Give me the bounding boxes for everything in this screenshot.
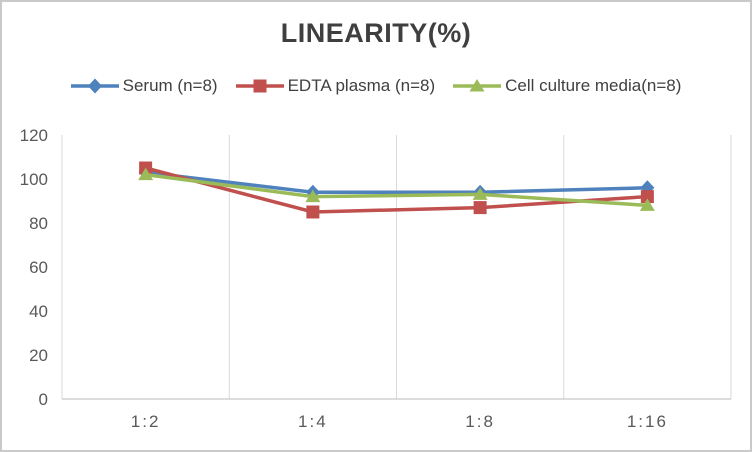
legend-marker-edta-plasma-n-8 bbox=[253, 79, 267, 93]
series-line-cell-culture-media-n-8 bbox=[145, 172, 648, 208]
y-tick-label: 80 bbox=[29, 214, 48, 233]
y-tick-label: 40 bbox=[29, 302, 48, 321]
diamond-legend-marker-icon bbox=[70, 78, 119, 94]
legend-item-edta-plasma-n-8: EDTA plasma (n=8) bbox=[235, 76, 436, 96]
legend-item-serum-n-8: Serum (n=8) bbox=[70, 76, 218, 96]
triangle-legend-marker-icon bbox=[453, 79, 502, 92]
marker-edta-plasma-n-8-1 bbox=[306, 205, 320, 219]
chart-title: LINEARITY(%) bbox=[280, 18, 472, 48]
marker-cell-culture-media-n-8-1 bbox=[305, 189, 321, 203]
marker-edta-plasma-n-8-2 bbox=[473, 201, 487, 215]
y-tick-label: 120 bbox=[20, 126, 48, 145]
y-tick-label: 100 bbox=[20, 170, 48, 189]
x-tick-label: 1:2 bbox=[131, 412, 161, 431]
marker-cell-culture-media-n-8-2 bbox=[472, 187, 488, 200]
legend-label: Serum (n=8) bbox=[122, 76, 218, 95]
marker-cell-culture-media-n-8-0 bbox=[138, 167, 154, 181]
square-legend-marker-icon bbox=[235, 79, 284, 93]
x-tick-label: 1:16 bbox=[627, 412, 668, 431]
legend-item-cell-culture-media-n-8: Cell culture media(n=8) bbox=[453, 76, 681, 96]
y-tick-label: 20 bbox=[29, 346, 48, 365]
series-line-edta-plasma-n-8 bbox=[145, 166, 648, 214]
x-tick-label: 1:8 bbox=[465, 412, 495, 431]
marker-cell-culture-media-n-8-3 bbox=[639, 198, 655, 211]
x-tick-label: 1:4 bbox=[298, 412, 328, 431]
marker-edta-plasma-n-8-3 bbox=[640, 190, 654, 204]
legend-label: Cell culture media(n=8) bbox=[505, 76, 682, 95]
legend-marker-cell-culture-media-n-8 bbox=[469, 79, 485, 92]
series-line-serum-n-8 bbox=[145, 170, 648, 194]
legend-label: EDTA plasma (n=8) bbox=[287, 76, 436, 95]
y-tick-label: 0 bbox=[39, 390, 48, 409]
y-tick-label: 60 bbox=[29, 258, 48, 277]
chart-legend: Serum (n=8) EDTA plasma (n=8) Cell culture… bbox=[2, 76, 750, 96]
legend-marker-serum-n-8 bbox=[87, 78, 102, 94]
